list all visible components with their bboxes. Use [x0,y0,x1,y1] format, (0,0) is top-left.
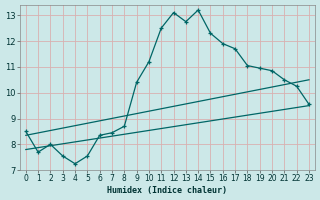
X-axis label: Humidex (Indice chaleur): Humidex (Indice chaleur) [108,186,228,195]
